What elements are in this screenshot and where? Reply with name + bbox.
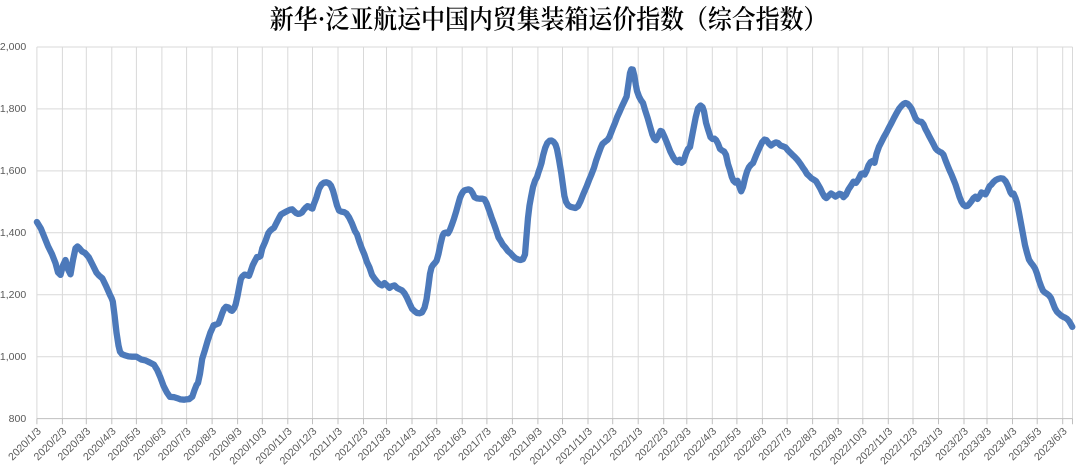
svg-text:1,400: 1,400 — [0, 227, 26, 239]
svg-text:1,800: 1,800 — [0, 103, 26, 115]
svg-text:1,600: 1,600 — [0, 165, 26, 177]
svg-text:1,000: 1,000 — [0, 351, 26, 363]
svg-text:2,000: 2,000 — [0, 41, 26, 53]
svg-text:1,200: 1,200 — [0, 289, 26, 301]
svg-text:800: 800 — [9, 413, 27, 425]
